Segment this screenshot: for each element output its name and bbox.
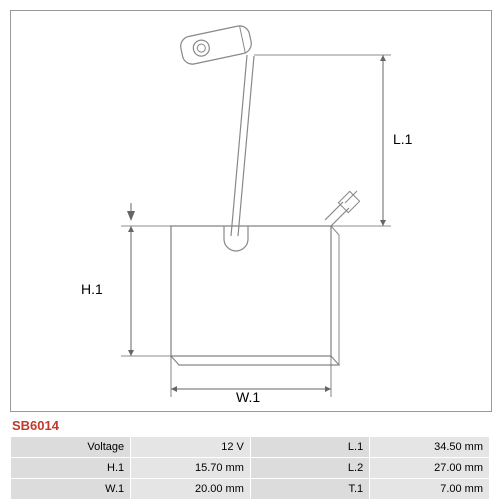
spec-value: 20.00 mm: [131, 479, 251, 500]
dimension-l1: [254, 55, 391, 226]
part-code: SB6014: [12, 418, 59, 433]
spec-value: 15.70 mm: [131, 458, 251, 479]
spec-label: T.1: [250, 479, 369, 500]
table-row: W.1 20.00 mm T.1 7.00 mm: [11, 479, 490, 500]
brush-body: [171, 226, 339, 365]
terminal-lug: [179, 24, 253, 66]
label-w1: W.1: [236, 389, 260, 405]
diagram-frame: H.1 W.1 L.1: [10, 10, 492, 412]
spec-value: 27.00 mm: [370, 458, 490, 479]
table-row: Voltage 12 V L.1 34.50 mm: [11, 437, 490, 458]
connector-stub: [325, 191, 360, 226]
lead-wire: [231, 55, 247, 236]
spec-label: L.1: [250, 437, 369, 458]
table-row: H.1 15.70 mm L.2 27.00 mm: [11, 458, 490, 479]
spec-value: 12 V: [131, 437, 251, 458]
spec-value: 7.00 mm: [370, 479, 490, 500]
spec-label: Voltage: [11, 437, 131, 458]
dimension-h1: [121, 203, 171, 356]
spec-label: H.1: [11, 458, 131, 479]
spec-label: L.2: [250, 458, 369, 479]
spec-value: 34.50 mm: [370, 437, 490, 458]
spec-table: Voltage 12 V L.1 34.50 mm H.1 15.70 mm L…: [10, 436, 490, 500]
spec-label: W.1: [11, 479, 131, 500]
technical-drawing: [11, 11, 489, 409]
label-h1: H.1: [81, 281, 103, 297]
label-l1: L.1: [393, 131, 412, 147]
